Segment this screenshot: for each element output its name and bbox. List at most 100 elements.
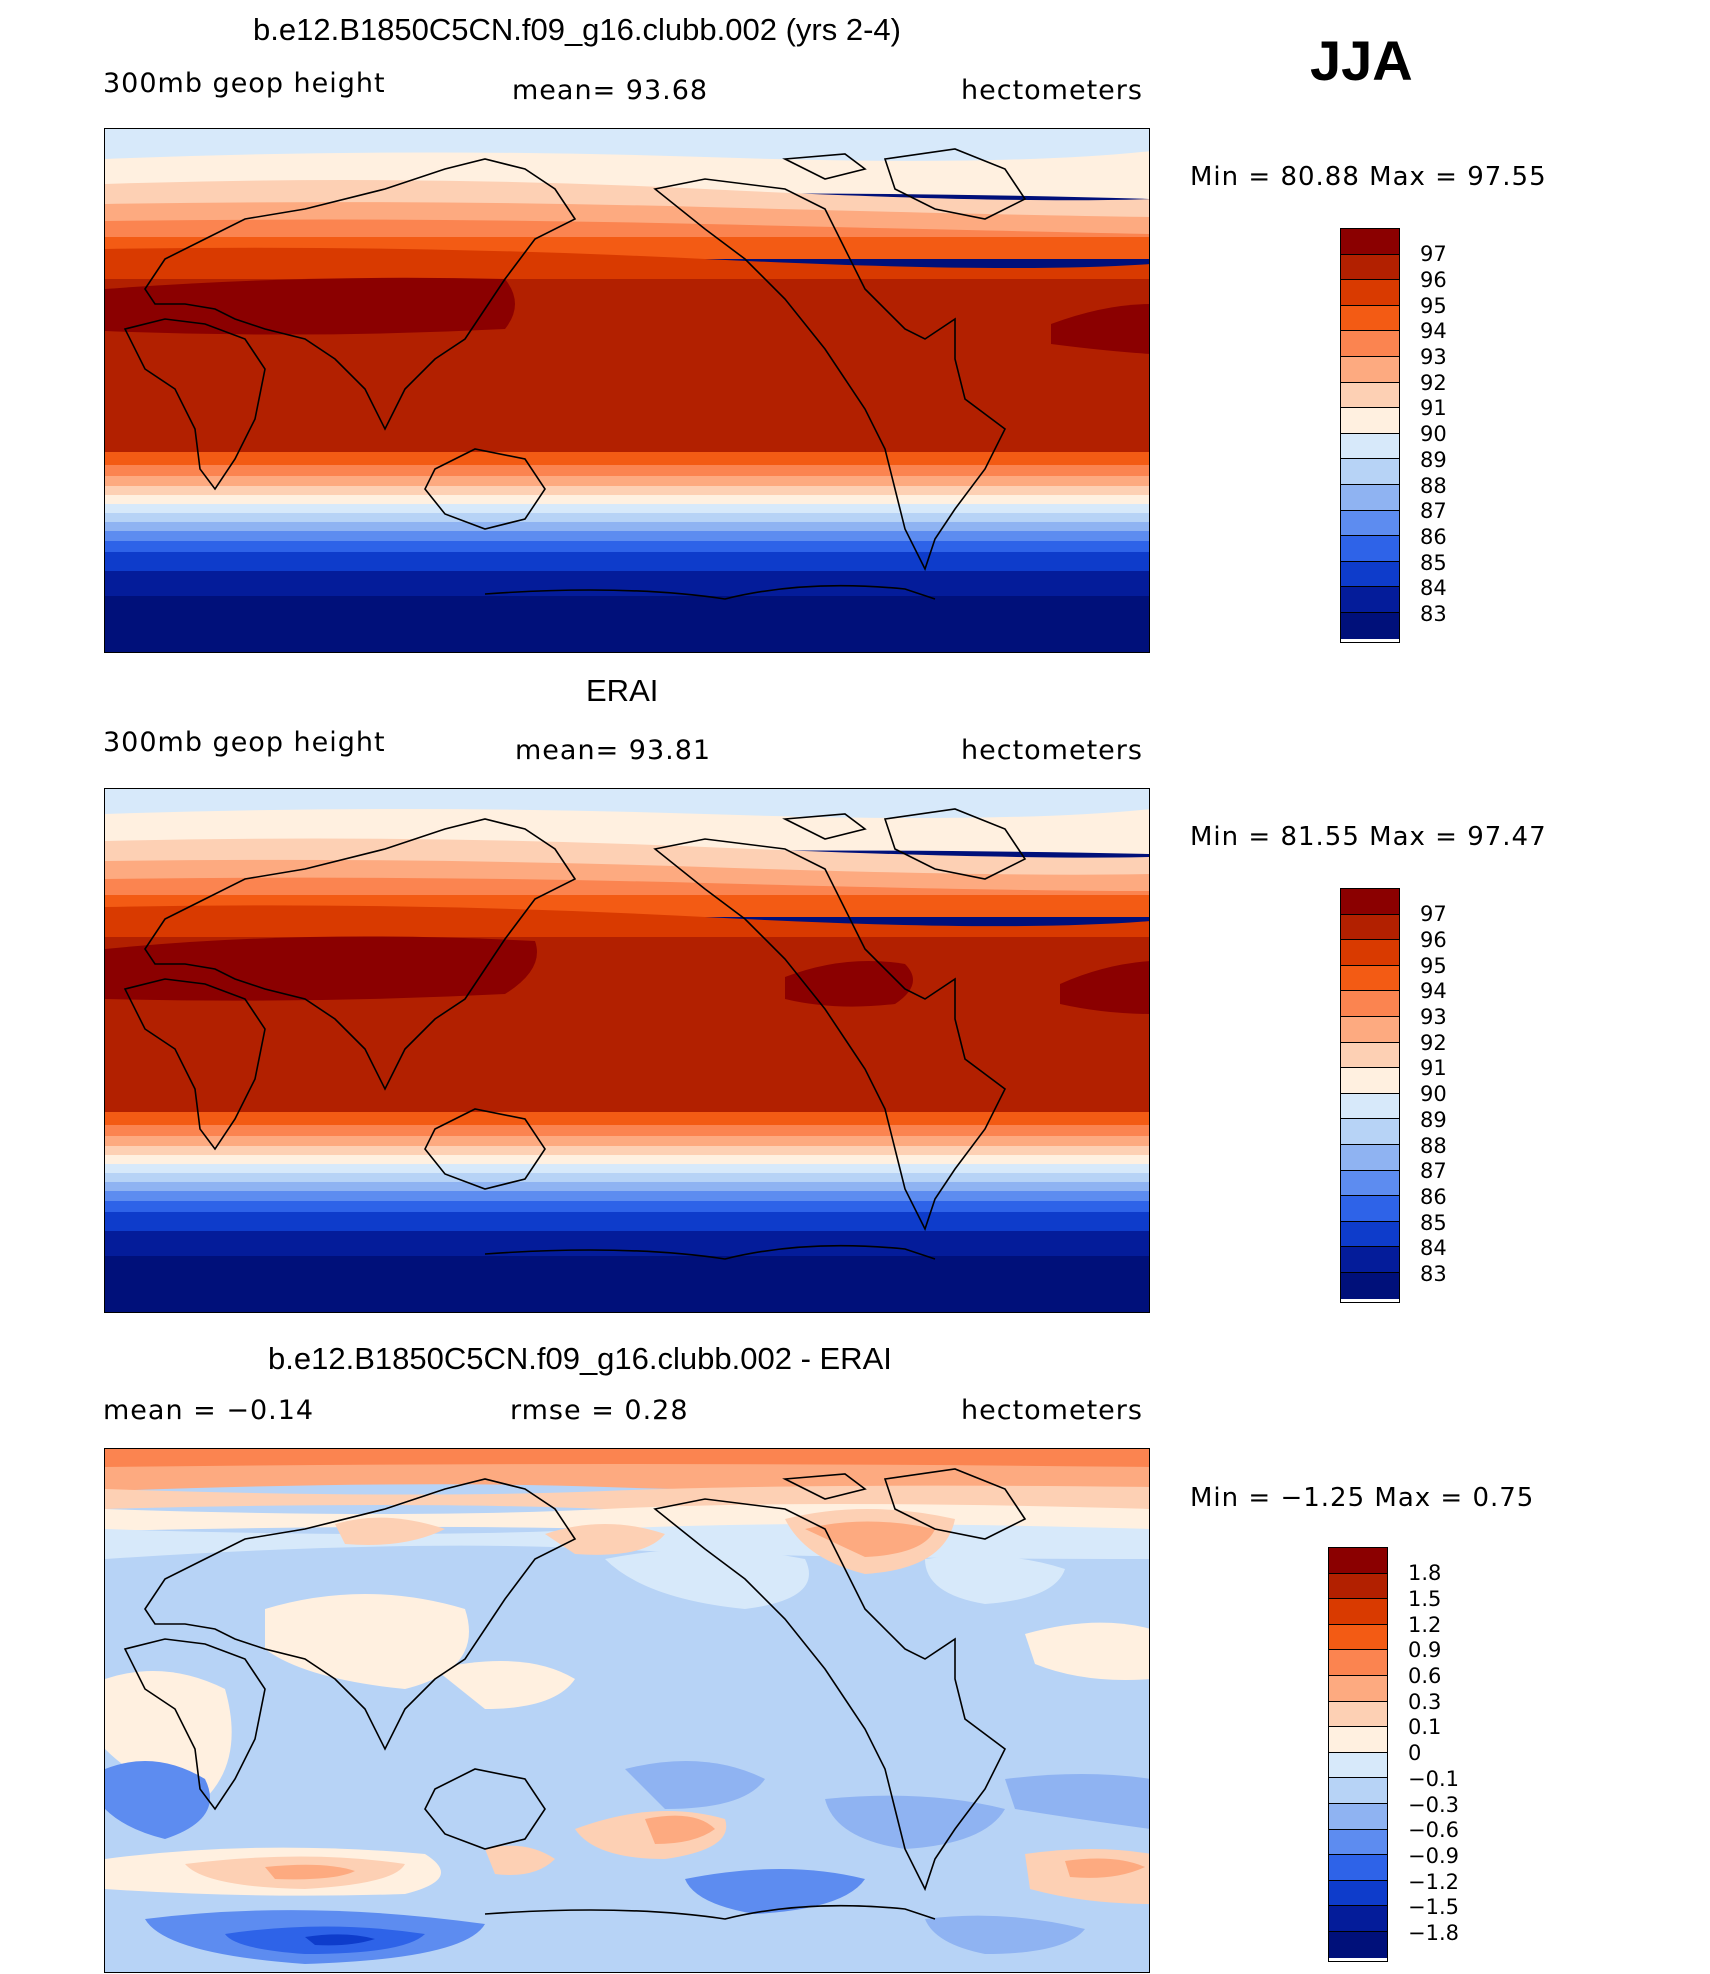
- panel3-units-label: hectometers: [961, 1395, 1143, 1426]
- panel1-colorbar-swatch: [1341, 536, 1399, 562]
- panel1-colorbar-swatch: [1341, 331, 1399, 357]
- panel1-colorbar-tick: 94: [1420, 319, 1447, 343]
- panel2-colorbar-tick: 97: [1420, 902, 1447, 926]
- panel3-colorbar-tick: 1.8: [1408, 1561, 1442, 1585]
- panel3-mean-label: mean = −0.14: [103, 1395, 315, 1426]
- panel2-colorbar-swatch: [1341, 991, 1399, 1017]
- panel1-colorbar-swatch: [1341, 587, 1399, 613]
- panel1-colorbar-swatch: [1341, 561, 1399, 588]
- panel3-colorbar-swatch: [1329, 1803, 1387, 1830]
- panel2-colorbar-swatch: [1341, 889, 1399, 915]
- panel3-colorbar-swatch: [1329, 1650, 1387, 1676]
- panel3-title: b.e12.B1850C5CN.f09_g16.clubb.002 - ERAI: [268, 1341, 892, 1376]
- panel1-colorbar-swatch: [1341, 229, 1399, 255]
- panel3-colorbar-tick: 0.3: [1408, 1690, 1442, 1714]
- panel3-minmax: Min = −1.25 Max = 0.75: [1190, 1483, 1535, 1513]
- panel3-colorbar-swatch: [1329, 1727, 1387, 1753]
- panel1-colorbar-tick: 88: [1420, 474, 1447, 498]
- panel1-colorbar: [1340, 228, 1400, 643]
- panel1-colorbar-swatch: [1341, 408, 1399, 434]
- panel2-colorbar-tick: 86: [1420, 1185, 1447, 1209]
- panel3-colorbar-tick: −0.1: [1408, 1767, 1459, 1791]
- panel1-colorbar-swatch: [1341, 459, 1399, 485]
- panel1-colorbar-tick: 90: [1420, 422, 1447, 446]
- panel3-colorbar-swatch: [1329, 1880, 1387, 1907]
- panel3-colorbar-swatch: [1329, 1675, 1387, 1702]
- panel3-map: [104, 1448, 1150, 1973]
- panel1-mean-label: mean= 93.68: [512, 75, 709, 106]
- panel2-colorbar-tick: 85: [1420, 1211, 1447, 1235]
- panel1-colorbar-swatch: [1341, 254, 1399, 281]
- panel2-colorbar-swatch: [1341, 965, 1399, 992]
- panel3-colorbar-tick: −0.9: [1408, 1844, 1459, 1868]
- panel3-colorbar-swatch: [1329, 1624, 1387, 1651]
- panel2-colorbar-swatch: [1341, 1170, 1399, 1197]
- panel3-colorbar: [1328, 1547, 1388, 1962]
- panel2-colorbar-tick: 94: [1420, 979, 1447, 1003]
- panel1-colorbar-tick: 89: [1420, 448, 1447, 472]
- panel1-colorbar-swatch: [1341, 382, 1399, 409]
- panel2-colorbar-swatch: [1341, 1221, 1399, 1248]
- panel2-colorbar-swatch: [1341, 1016, 1399, 1043]
- panel1-colorbar-tick: 83: [1420, 602, 1447, 626]
- panel2-colorbar-swatch: [1341, 914, 1399, 941]
- panel2-variable-label: 300mb geop height: [103, 727, 386, 758]
- panel2-colorbar-tick: 95: [1420, 954, 1447, 978]
- panel2-colorbar-swatch: [1341, 1042, 1399, 1069]
- panel1-colorbar-swatch: [1341, 433, 1399, 460]
- panel1-colorbar-tick: 96: [1420, 268, 1447, 292]
- panel1-title: b.e12.B1850C5CN.f09_g16.clubb.002 (yrs 2…: [253, 12, 901, 47]
- panel3-colorbar-tick: −1.5: [1408, 1895, 1459, 1919]
- panel2-colorbar-swatch: [1341, 940, 1399, 966]
- panel2-mean-label: mean= 93.81: [515, 735, 712, 766]
- panel3-colorbar-tick: 0.9: [1408, 1638, 1442, 1662]
- panel3-colorbar-swatch: [1329, 1906, 1387, 1932]
- panel2-colorbar-tick: 88: [1420, 1134, 1447, 1158]
- panel1-colorbar-tick: 84: [1420, 576, 1447, 600]
- panel2-colorbar-swatch: [1341, 1144, 1399, 1171]
- panel1-colorbar-tick: 93: [1420, 345, 1447, 369]
- panel1-colorbar-swatch: [1341, 280, 1399, 306]
- panel1-colorbar-swatch: [1341, 484, 1399, 511]
- panel1-colorbar-swatch: [1341, 510, 1399, 537]
- panel2-minmax: Min = 81.55 Max = 97.47: [1190, 822, 1547, 852]
- panel2-colorbar-tick: 93: [1420, 1005, 1447, 1029]
- panel2-colorbar-swatch: [1341, 1068, 1399, 1094]
- panel3-colorbar-tick: 0.1: [1408, 1715, 1442, 1739]
- panel2-units-label: hectometers: [961, 735, 1143, 766]
- panel2-colorbar-swatch: [1341, 1247, 1399, 1273]
- panel3-colorbar-swatch: [1329, 1548, 1387, 1574]
- panel3-colorbar-swatch: [1329, 1599, 1387, 1625]
- panel3-colorbar-tick: −0.3: [1408, 1793, 1459, 1817]
- panel1-colorbar-tick: 92: [1420, 371, 1447, 395]
- panel1-colorbar-swatch: [1341, 305, 1399, 332]
- panel1-map: [104, 128, 1150, 653]
- panel1-variable-label: 300mb geop height: [103, 68, 386, 99]
- panel3-colorbar-tick: 0.6: [1408, 1664, 1442, 1688]
- panel2-colorbar-swatch: [1341, 1272, 1399, 1299]
- panel1-colorbar-tick: 86: [1420, 525, 1447, 549]
- panel3-colorbar-swatch: [1329, 1855, 1387, 1881]
- panel1-colorbar-swatch: [1341, 612, 1399, 639]
- panel3-colorbar-swatch: [1329, 1829, 1387, 1856]
- panel3-colorbar-swatch: [1329, 1752, 1387, 1779]
- panel1-colorbar-tick: 97: [1420, 242, 1447, 266]
- panel2-colorbar-swatch: [1341, 1119, 1399, 1145]
- panel2-colorbar-tick: 91: [1420, 1056, 1447, 1080]
- panel3-colorbar-tick: 0: [1408, 1741, 1422, 1765]
- panel3-colorbar-tick: 1.5: [1408, 1587, 1442, 1611]
- panel3-colorbar-tick: −1.8: [1408, 1921, 1459, 1945]
- panel1-colorbar-swatch: [1341, 356, 1399, 383]
- panel2-colorbar-tick: 83: [1420, 1262, 1447, 1286]
- panel2-colorbar-tick: 92: [1420, 1031, 1447, 1055]
- panel3-rmse-label: rmse = 0.28: [510, 1395, 689, 1426]
- panel2-colorbar-tick: 89: [1420, 1108, 1447, 1132]
- panel3-colorbar-swatch: [1329, 1778, 1387, 1804]
- panel3-colorbar-swatch: [1329, 1701, 1387, 1728]
- season-label: JJA: [1310, 29, 1413, 92]
- panel2-map-field: [105, 789, 1149, 1312]
- panel3-map-field: [105, 1449, 1149, 1972]
- panel2-title: ERAI: [586, 673, 659, 708]
- panel3-colorbar-tick: −0.6: [1408, 1818, 1459, 1842]
- panel1-units-label: hectometers: [961, 75, 1143, 106]
